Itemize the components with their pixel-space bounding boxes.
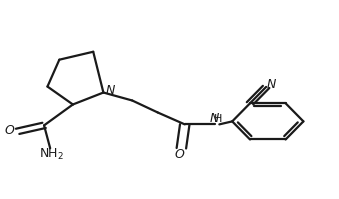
Text: H: H bbox=[214, 114, 222, 124]
Text: N: N bbox=[210, 112, 219, 125]
Text: O: O bbox=[174, 148, 184, 161]
Text: NH$_2$: NH$_2$ bbox=[39, 147, 64, 162]
Text: N: N bbox=[105, 84, 115, 97]
Text: O: O bbox=[4, 124, 15, 138]
Text: N: N bbox=[266, 78, 276, 91]
